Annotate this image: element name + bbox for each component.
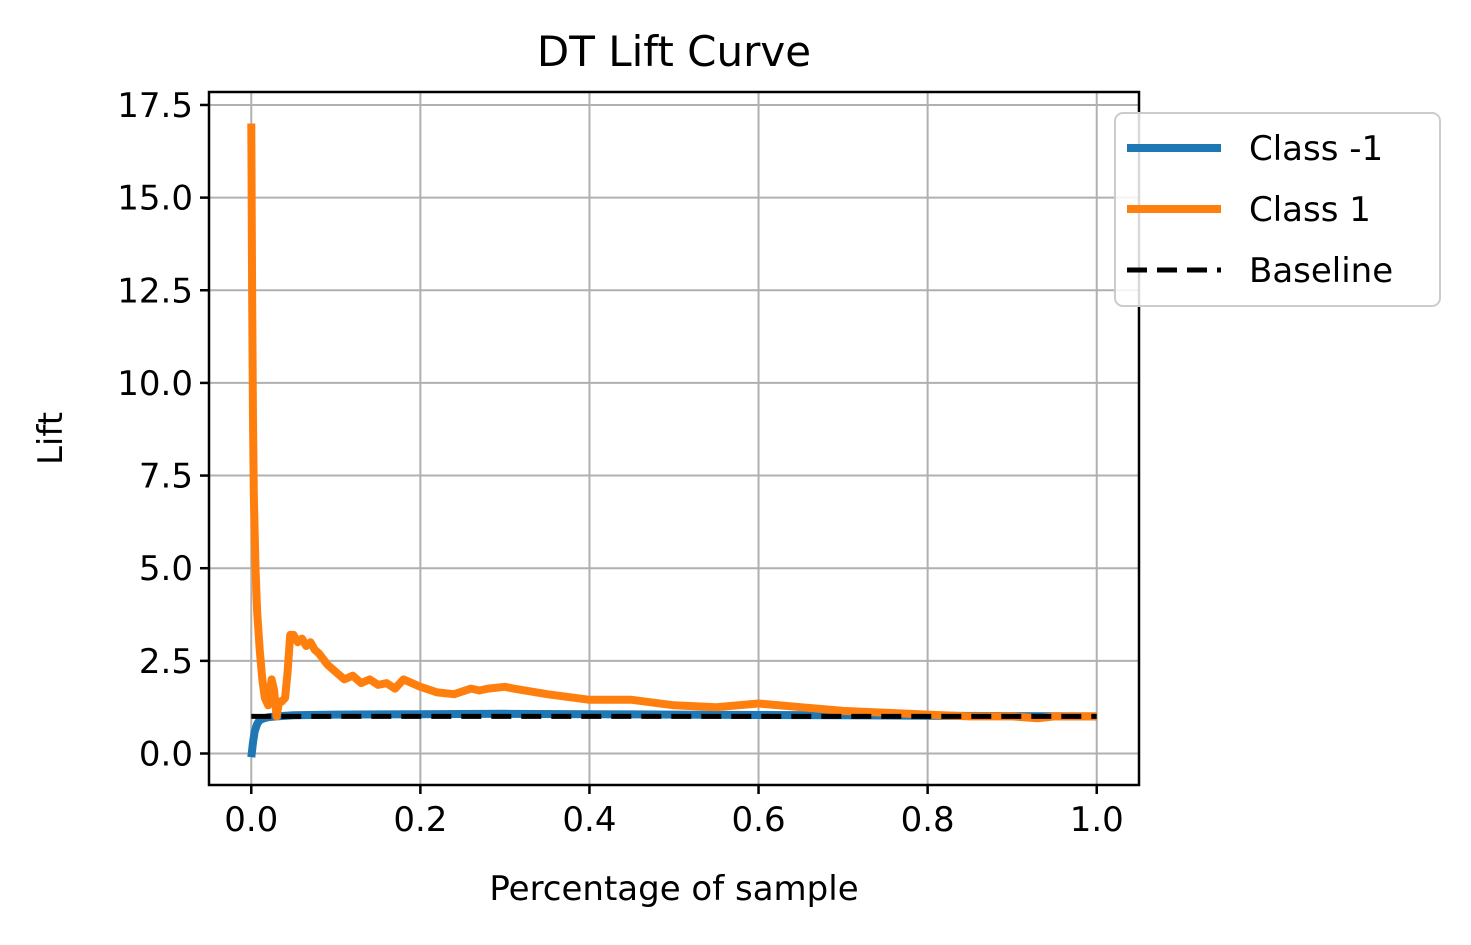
legend-label: Baseline <box>1249 251 1393 291</box>
series-line-class-1 <box>247 709 1097 758</box>
ticks: 0.0 0.2 0.4 0.6 0.8 1.0 0.0 2.5 5.0 7.5 10.0 12.5 15… <box>117 86 1123 840</box>
y-tick-label: 10.0 <box>117 364 193 404</box>
legend-label: Class 1 <box>1249 190 1371 230</box>
x-tick-label: 0.8 <box>901 800 955 840</box>
x-axis-label: Percentage of sample <box>489 869 858 909</box>
series-line-class-1 <box>247 123 1097 723</box>
x-tick-label: 1.0 <box>1070 800 1124 840</box>
y-tick-label: 12.5 <box>117 271 193 311</box>
y-tick-label: 2.5 <box>139 642 193 682</box>
y-tick-label: 5.0 <box>139 549 193 589</box>
y-tick-label: 7.5 <box>139 457 193 497</box>
series-layer <box>247 123 1097 758</box>
y-tick-label: 17.5 <box>117 86 193 126</box>
y-tick-label: 15.0 <box>117 179 193 219</box>
legend-box <box>1114 112 1441 307</box>
y-axis-label: Lift <box>31 412 71 465</box>
x-tick-label: 0.6 <box>732 800 786 840</box>
x-tick-label: 0.4 <box>562 800 616 840</box>
x-tick-label: 0.2 <box>393 800 447 840</box>
x-tick-label: 0.0 <box>224 800 278 840</box>
y-tick-label: 0.0 <box>139 735 193 775</box>
plot-frame <box>207 90 1141 787</box>
chart-title: DT Lift Curve <box>537 27 811 76</box>
legend: Class -1 Class 1 Baseline <box>1114 112 1441 307</box>
grid <box>209 92 1139 785</box>
legend-label: Class -1 <box>1249 129 1383 169</box>
